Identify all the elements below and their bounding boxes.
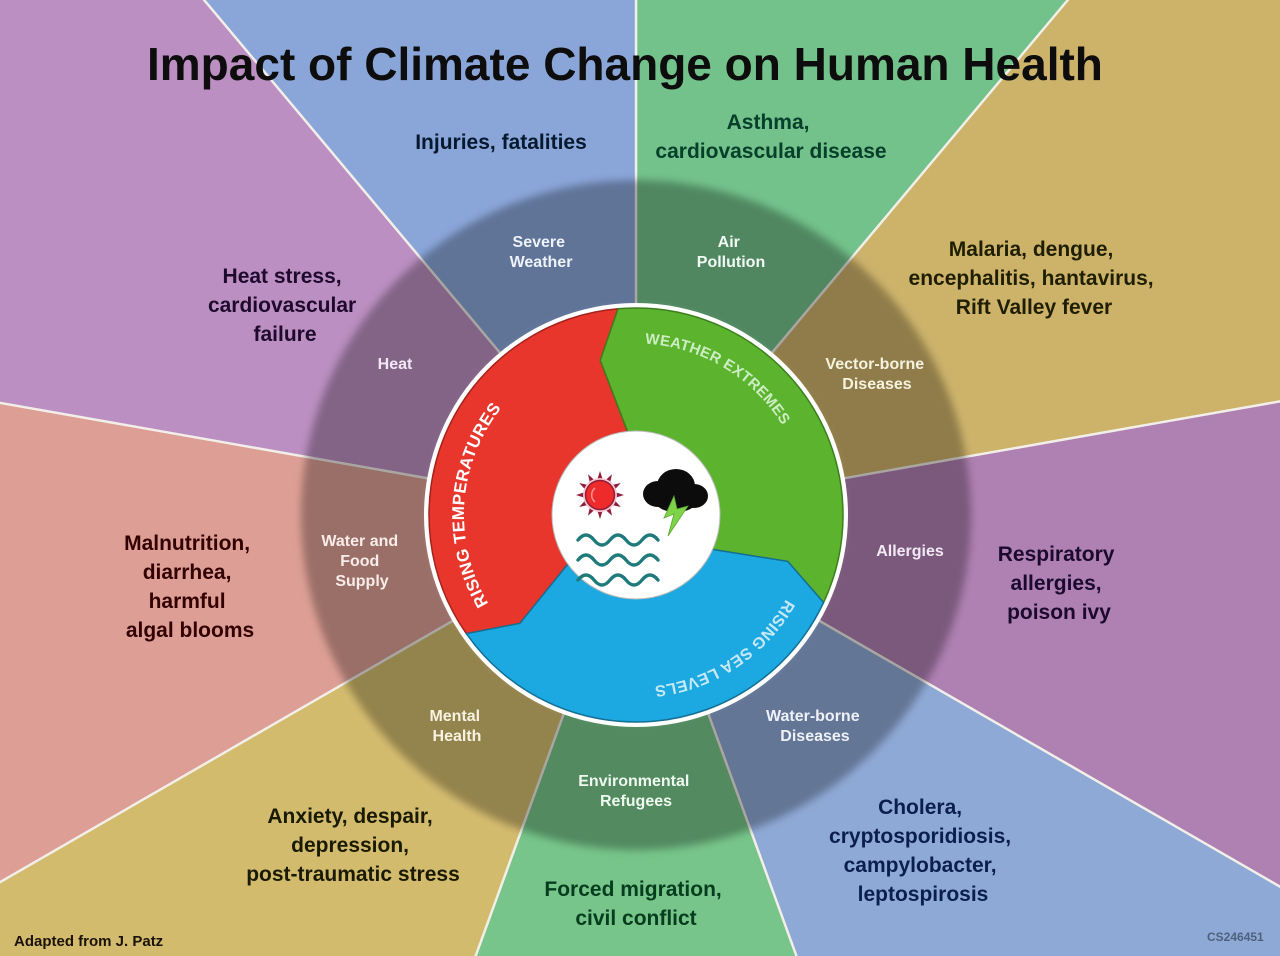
svg-text:Respiratory allergies,: Respiratory allergies, poison ivy (998, 543, 1121, 624)
svg-text:Allergies: Allergies (876, 543, 944, 560)
svg-text:Impact of Climate Change on Hu: Impact of Climate Change on Human Health (147, 38, 1103, 90)
svg-text:Injuries, fatalities: Injuries, fatalities (415, 131, 587, 154)
svg-text:CS246451: CS246451 (1207, 930, 1264, 944)
svg-text:Adapted from J. Patz: Adapted from J. Patz (14, 933, 163, 950)
svg-text:Heat: Heat (378, 356, 413, 373)
